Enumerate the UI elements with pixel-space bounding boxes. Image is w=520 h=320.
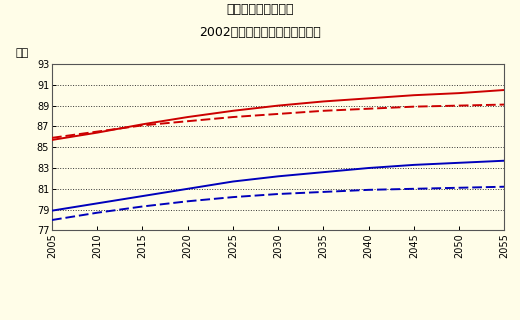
Text: 年齢: 年齢 [16,48,29,58]
Text: 2002年推計と新人口推計の比較: 2002年推計と新人口推計の比較 [199,26,321,39]
Text: 平均余命予測の推移: 平均余命予測の推移 [226,3,294,16]
